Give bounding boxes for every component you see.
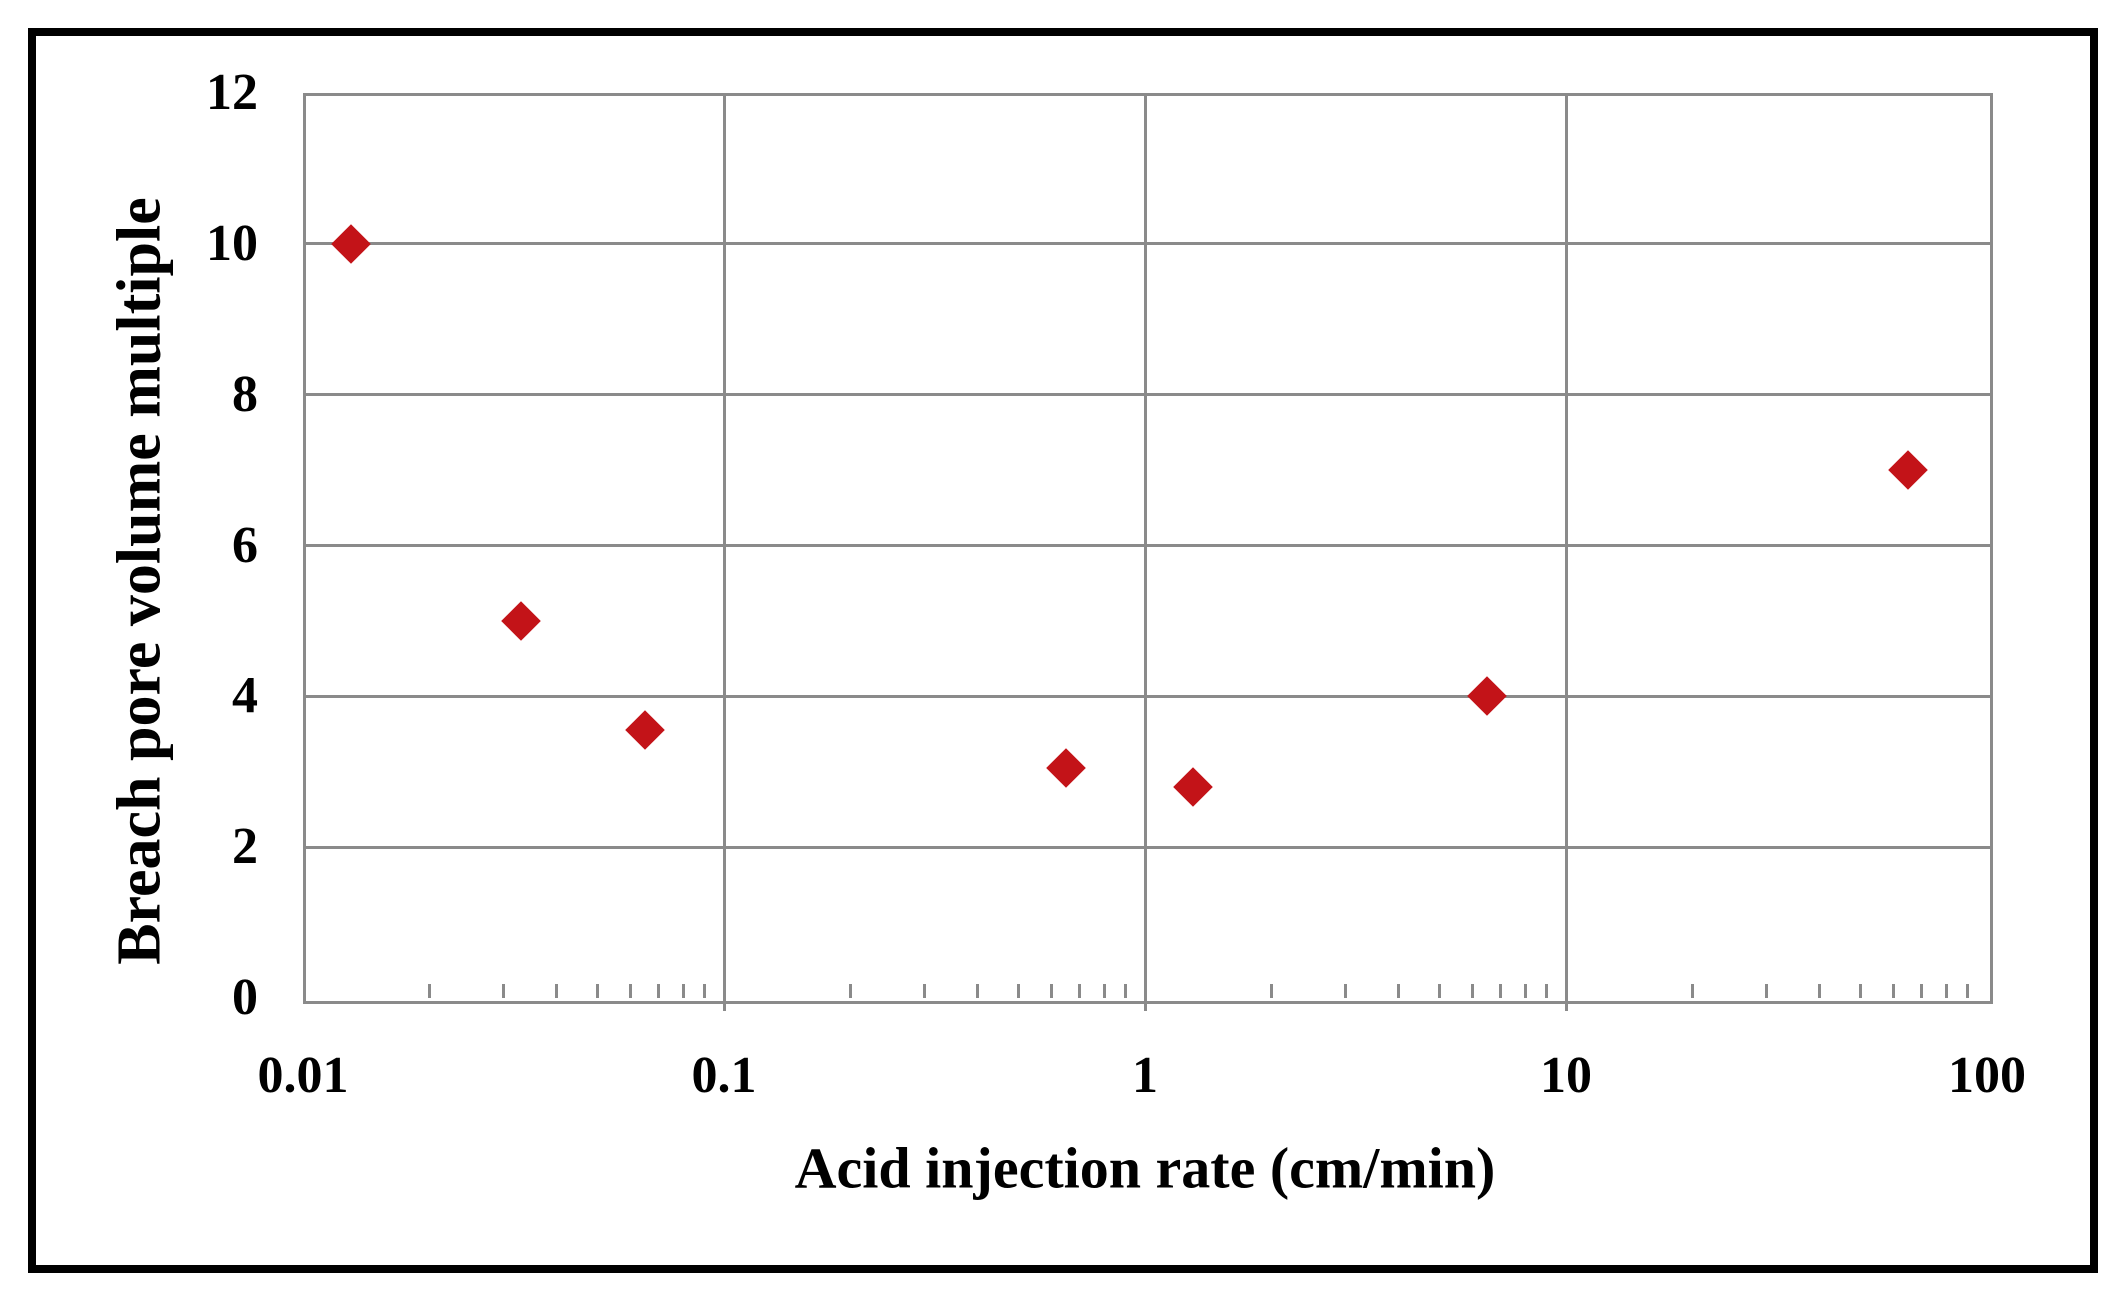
- y-tick-label: 10: [206, 214, 258, 272]
- x-minor-tick: [1817, 984, 1821, 998]
- x-minor-tick: [1691, 984, 1695, 998]
- x-minor-tick: [428, 984, 432, 998]
- y-tick-label: 4: [232, 667, 258, 725]
- v-gridline: [1564, 93, 1568, 1001]
- x-minor-tick: [975, 984, 979, 998]
- x-tick-label: 10: [1540, 1047, 1592, 1104]
- x-minor-tick: [1396, 984, 1400, 998]
- x-minor-tick: [629, 984, 633, 998]
- plot-area: [303, 93, 1993, 1004]
- v-gridline: [722, 93, 726, 1001]
- x-minor-tick: [1270, 984, 1274, 998]
- x-axis-title: Acid injection rate (cm/min): [794, 1135, 1496, 1201]
- x-minor-tick: [849, 984, 853, 998]
- x-minor-tick: [595, 984, 599, 998]
- x-minor-tick: [1124, 984, 1128, 998]
- x-minor-tick: [502, 984, 506, 998]
- figure-border: [28, 28, 2098, 1273]
- y-tick-label: 6: [232, 516, 258, 574]
- x-minor-tick: [1523, 984, 1527, 998]
- x-minor-tick: [1102, 984, 1106, 998]
- x-minor-tick: [1944, 984, 1948, 998]
- x-tick-label: 1: [1132, 1047, 1158, 1104]
- h-gridline: [303, 845, 1993, 849]
- x-minor-tick: [1050, 984, 1054, 998]
- h-gridline: [303, 544, 1993, 547]
- x-minor-tick: [1437, 984, 1441, 998]
- y-tick-label: 8: [232, 365, 258, 423]
- x-minor-tick: [1344, 984, 1348, 998]
- x-minor-tick: [703, 984, 707, 998]
- h-gridline: [303, 242, 1993, 246]
- x-minor-tick: [681, 984, 685, 998]
- x-major-tick: [722, 1001, 726, 1011]
- x-major-tick: [1564, 1001, 1568, 1011]
- x-minor-tick: [1545, 984, 1549, 998]
- x-tick-label: 100: [1948, 1047, 2026, 1104]
- x-minor-tick: [1858, 984, 1862, 998]
- x-minor-tick: [1920, 984, 1924, 998]
- x-minor-tick: [1765, 984, 1769, 998]
- x-minor-tick: [1471, 984, 1475, 998]
- x-tick-label: 0.01: [257, 1047, 349, 1104]
- y-axis-title: Breach pore volume multiple: [105, 197, 174, 965]
- x-minor-tick: [1499, 984, 1503, 998]
- x-major-tick: [1143, 1001, 1147, 1011]
- h-gridline: [303, 694, 1993, 698]
- x-minor-tick: [1016, 984, 1020, 998]
- y-tick-label: 2: [232, 818, 258, 876]
- x-minor-tick: [923, 984, 927, 998]
- v-gridline: [1143, 93, 1147, 1001]
- x-minor-tick: [1966, 984, 1970, 998]
- h-gridline: [303, 393, 1993, 397]
- y-tick-label: 12: [206, 64, 258, 121]
- y-tick-label: 0: [232, 969, 258, 1026]
- x-minor-tick: [657, 984, 661, 998]
- x-minor-tick: [1078, 984, 1082, 998]
- x-tick-label: 0.1: [691, 1047, 757, 1104]
- x-minor-tick: [1892, 984, 1896, 998]
- x-minor-tick: [554, 984, 558, 998]
